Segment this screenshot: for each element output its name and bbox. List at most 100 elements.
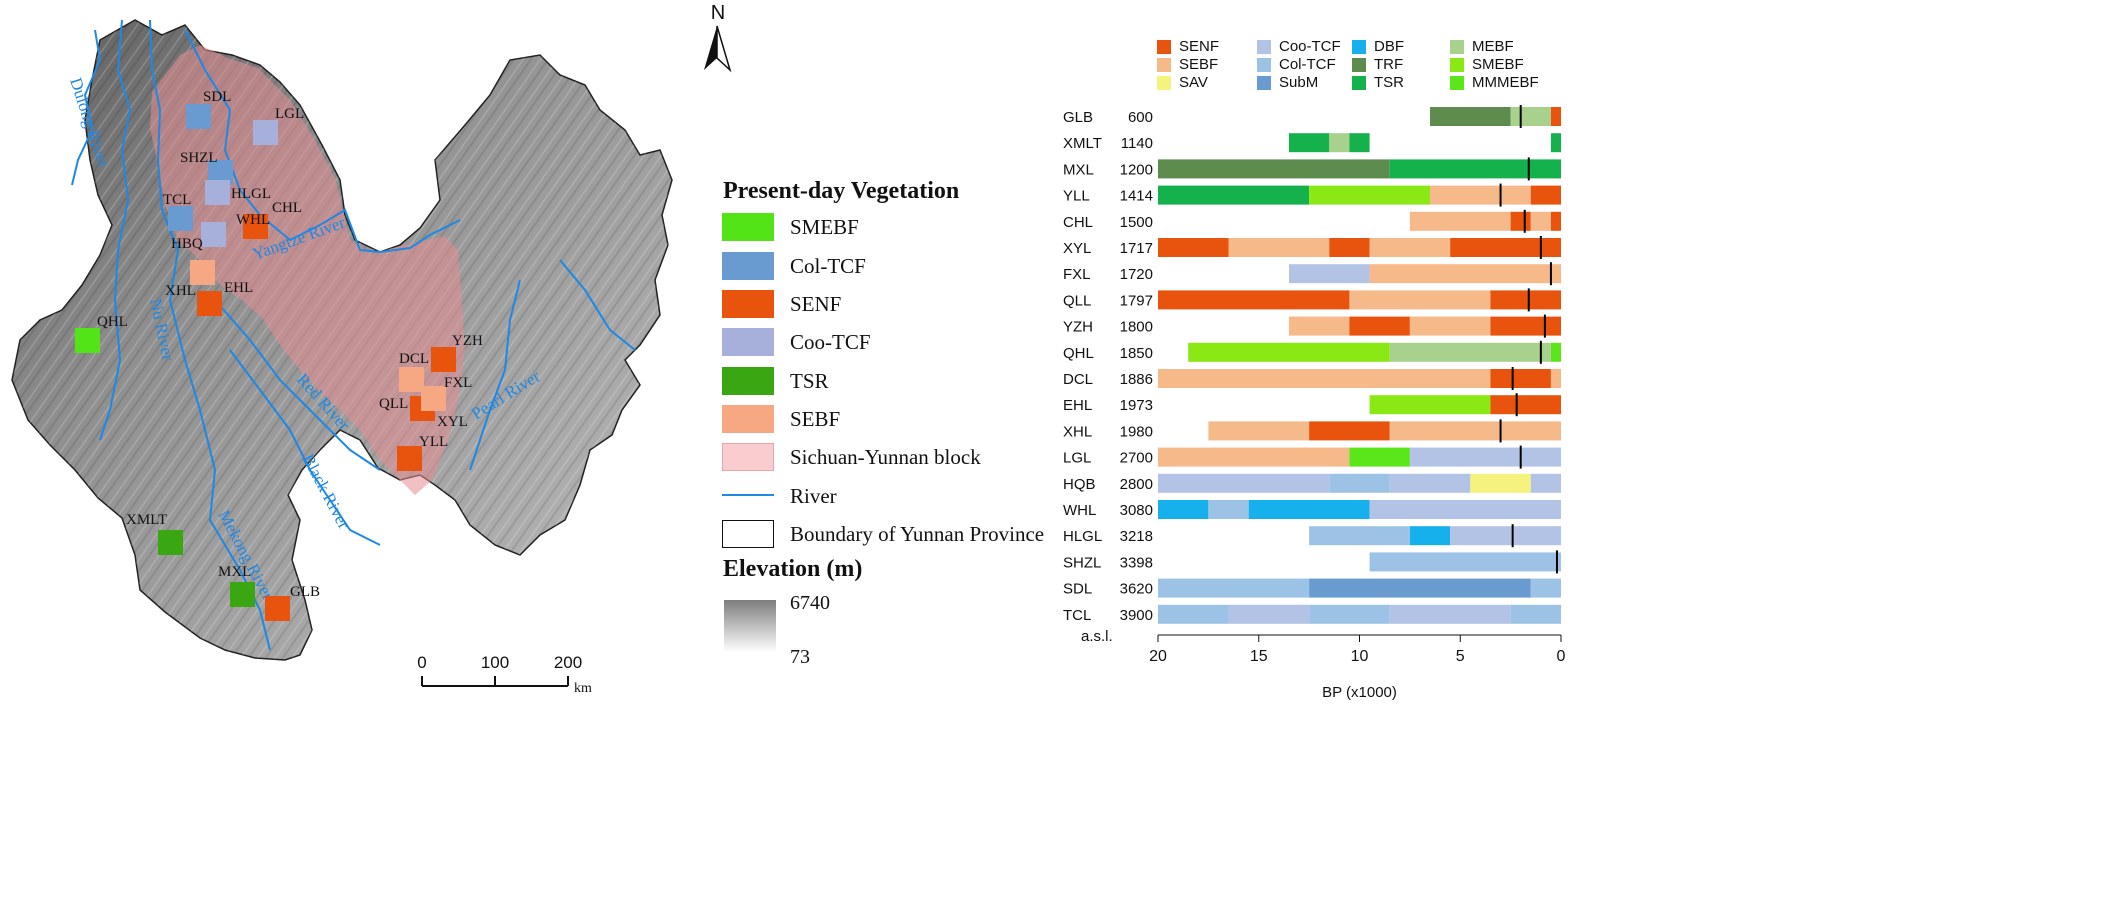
site-marker-xhl	[190, 260, 215, 285]
row-elev-hlgl: 3218	[1120, 528, 1153, 545]
bar-chl-seg-3	[1550, 211, 1561, 231]
site-label-whl: WHL	[236, 212, 270, 228]
row-site-sdl: SDL	[1063, 581, 1092, 598]
bar-qll-seg-1	[1349, 290, 1491, 310]
legend-swatch-smebf	[722, 213, 774, 241]
row-site-dcl: DCL	[1063, 371, 1093, 388]
bar-hqb-seg-4	[1530, 473, 1561, 493]
row-elev-whl: 3080	[1120, 502, 1153, 519]
bar-xmlt-seg-3	[1550, 133, 1561, 153]
bar-glb-seg-2	[1550, 107, 1561, 126]
row-elev-xhl: 1980	[1120, 423, 1153, 440]
elevation-gradient	[724, 600, 776, 652]
site-marker-mxl	[230, 582, 255, 607]
bar-xhl-seg-0	[1208, 421, 1310, 441]
row-elev-shzl: 3398	[1120, 554, 1153, 571]
bar-hqb-seg-0	[1158, 473, 1330, 493]
row-elev-tcl: 3900	[1120, 607, 1153, 624]
site-marker-yll	[397, 446, 422, 471]
key-label-col-tcf: Col-TCF	[1279, 56, 1336, 73]
key-label-smebf: SMEBF	[1472, 56, 1524, 73]
bar-yll-seg-2	[1430, 185, 1531, 205]
row-site-yzh: YZH	[1063, 319, 1093, 336]
site-marker-glb	[265, 596, 290, 621]
key-swatch-sebf	[1157, 58, 1171, 72]
bar-xmlt-seg-0	[1288, 133, 1330, 153]
key-label-tsr: TSR	[1374, 74, 1404, 91]
bar-whl-seg-3	[1369, 500, 1561, 519]
row-elev-yll: 1414	[1120, 188, 1153, 205]
bar-qll-seg-0	[1158, 290, 1350, 310]
elevation-legend-title: Elevation (m)	[723, 556, 863, 582]
legend-swatch-sebf	[722, 405, 774, 433]
key-label-trf: TRF	[1374, 56, 1404, 73]
bar-hlgl-seg-1	[1409, 526, 1451, 546]
bar-tcl-seg-0	[1158, 604, 1229, 624]
bar-yll-seg-3	[1530, 185, 1561, 205]
bar-shzl-seg-0	[1369, 552, 1561, 572]
key-swatch-col-tcf	[1257, 58, 1271, 72]
key-swatch-subm	[1257, 76, 1271, 90]
legend-label-river: River	[790, 484, 837, 508]
key-label-coo-tcf: Coo-TCF	[1279, 38, 1341, 55]
row-site-qhl: QHL	[1063, 345, 1094, 362]
river-label-black: Black River	[298, 451, 353, 532]
legend-label-tsr: TSR	[790, 369, 829, 393]
bar-xyl-seg-2	[1329, 238, 1370, 257]
bar-mxl-seg-1	[1389, 159, 1561, 179]
key-swatch-senf	[1157, 40, 1171, 54]
scale-tick-0: 0	[417, 653, 426, 672]
bar-fxl-seg-1	[1369, 264, 1561, 284]
site-label-glb: GLB	[290, 584, 320, 600]
bar-sdl-seg-1	[1309, 578, 1531, 598]
bar-tcl-seg-2	[1309, 604, 1390, 624]
yunnan-map: Yangtze River Red River Pearl River Blac…	[11, 19, 673, 696]
legend-label-senf: SENF	[790, 292, 842, 316]
bar-chl-seg-1	[1510, 211, 1531, 231]
key-label-dbf: DBF	[1374, 38, 1404, 55]
bar-whl-seg-2	[1248, 500, 1370, 519]
row-elev-xmlt: 1140	[1121, 135, 1153, 152]
legend-label-col-tcf: Col-TCF	[790, 254, 866, 278]
site-label-xmlt: XMLT	[126, 512, 167, 528]
row-site-hlgl: HLGL	[1063, 528, 1102, 545]
bar-xmlt-seg-1	[1329, 133, 1350, 153]
bar-hlgl-seg-0	[1309, 526, 1410, 546]
river-network	[71, 19, 636, 651]
north-label: N	[710, 2, 726, 24]
site-label-qhl: QHL	[97, 314, 128, 330]
row-site-xyl: XYL	[1063, 240, 1091, 257]
x-tick-label-5: 5	[1456, 648, 1465, 665]
row-site-chl: CHL	[1063, 214, 1093, 231]
site-label-lgl: LGL	[275, 106, 304, 122]
bar-glb-seg-1	[1510, 107, 1551, 126]
scale-unit: km	[574, 681, 592, 696]
bar-tcl-seg-3	[1389, 604, 1511, 624]
x-axis-label: BP (x1000)	[1322, 684, 1397, 701]
bar-yll-seg-0	[1158, 185, 1310, 205]
bar-sdl-seg-2	[1530, 578, 1561, 598]
site-markers	[75, 104, 456, 621]
row-site-qll: QLL	[1063, 292, 1091, 309]
bar-lgl-seg-1	[1349, 447, 1410, 467]
legend-swatch-tsr	[722, 367, 774, 395]
row-elev-fxl: 1720	[1120, 266, 1153, 283]
site-label-xyl: XYL	[437, 414, 468, 430]
bar-xyl-seg-1	[1228, 238, 1330, 257]
bar-hqb-seg-3	[1470, 473, 1531, 493]
jinsha-river	[184, 29, 461, 254]
key-swatch-mmmebf	[1450, 76, 1464, 90]
bar-qhl-seg-1	[1389, 342, 1551, 362]
bar-yzh-seg-2	[1409, 316, 1491, 336]
key-label-senf: SENF	[1179, 38, 1220, 55]
row-elev-mxl: 1200	[1120, 161, 1153, 178]
x-tick-label-15: 15	[1250, 648, 1268, 665]
site-label-hbq: HBQ	[171, 236, 203, 252]
key-swatch-tsr	[1352, 76, 1366, 90]
bar-tcl-seg-1	[1228, 604, 1310, 624]
site-label-dcl: DCL	[399, 351, 429, 367]
site-marker-qhl	[75, 328, 100, 353]
key-swatch-coo-tcf	[1257, 40, 1271, 54]
site-labels: SDL LGL SHZL HLGL TCL WHL CHL HBQ XHL EH…	[97, 89, 483, 600]
row-elev-chl: 1500	[1120, 214, 1153, 231]
